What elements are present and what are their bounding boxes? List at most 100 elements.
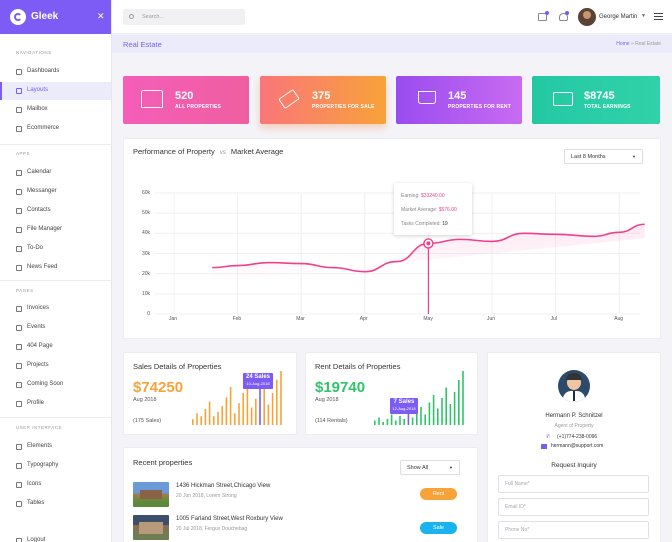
bar[interactable] [428, 402, 431, 426]
bar[interactable] [263, 375, 265, 425]
sidebar-item-events[interactable]: Events [0, 319, 111, 337]
sidebar-item-to-do[interactable]: To-Do [0, 240, 111, 258]
bar[interactable] [271, 392, 274, 425]
menu-icon[interactable] [654, 13, 663, 20]
bar[interactable] [378, 417, 380, 426]
performance-title: Performance of Property vs Market Averag… [133, 147, 283, 156]
sidebar-item-contacts[interactable]: Contacts [0, 202, 111, 220]
chevron-down-icon[interactable]: ▼ [641, 13, 646, 19]
bar[interactable] [407, 413, 410, 425]
bar[interactable] [276, 379, 278, 425]
sidebar-item-news-feed[interactable]: News Feed [0, 259, 111, 277]
agent-phone[interactable]: (+1)774-238-0096 [557, 434, 598, 440]
bar[interactable] [386, 419, 389, 425]
bar[interactable] [208, 401, 211, 425]
sidebar-item-file-manager[interactable]: File Manager [0, 221, 111, 239]
bar[interactable] [458, 380, 460, 425]
agent-email[interactable]: hermann@support.com [551, 443, 604, 449]
bar[interactable] [196, 413, 198, 425]
sidebar-item-elements[interactable]: Elements [0, 438, 111, 456]
bar[interactable] [462, 371, 464, 425]
bar[interactable] [453, 392, 456, 425]
tooltip-tasks: Tasks Completed: 19 [401, 221, 448, 227]
sidebar-item-icons[interactable]: Icons [0, 476, 111, 494]
tools-icon[interactable]: ✕ [97, 11, 105, 21]
bar[interactable] [242, 392, 244, 425]
property-status-badge[interactable]: Sale [420, 522, 457, 534]
stat-card-all-properties[interactable]: 520 ALL PROPERTIES [123, 76, 249, 124]
bar[interactable] [213, 416, 215, 425]
sidebar-item-calendar[interactable]: Calendar [0, 164, 111, 182]
rent-count: (114 Rentals) [315, 418, 348, 424]
sidebar-item-typography[interactable]: Typography [0, 457, 111, 475]
sidebar-item-invoices[interactable]: Invoices [0, 300, 111, 318]
bar[interactable] [441, 398, 443, 425]
bar[interactable] [445, 387, 447, 426]
sidebar-item-projects[interactable]: Projects [0, 357, 111, 375]
bar[interactable] [259, 385, 261, 425]
property-address[interactable]: 1436 Hickman Street,Chicago View [176, 483, 271, 489]
bar[interactable] [200, 416, 202, 425]
bar[interactable] [221, 406, 223, 425]
bar[interactable] [280, 371, 282, 425]
mail-icon[interactable] [538, 13, 547, 21]
bar[interactable] [449, 404, 452, 425]
bar[interactable] [420, 407, 422, 425]
property-address[interactable]: 1005 Farland Street,West Roxbury View [176, 516, 283, 522]
bar[interactable] [204, 408, 207, 425]
range-select[interactable]: Last 8 Months ▼ [564, 149, 643, 164]
bar[interactable] [238, 403, 240, 425]
sidebar-item-profile[interactable]: Profile [0, 395, 111, 413]
sidebar-item-messanger[interactable]: Messanger [0, 183, 111, 201]
stat-card-for-sale[interactable]: 375 PROPERTIES FOR SALE [260, 76, 386, 124]
sidebar-item-dashboards[interactable]: Dashboards [0, 63, 111, 81]
sidebar-item-ecommerce[interactable]: Ecommerce [0, 120, 111, 138]
bar[interactable] [192, 419, 194, 425]
bar[interactable] [225, 397, 228, 425]
search-input[interactable] [123, 9, 245, 25]
stat-card-for-rent[interactable]: 145 PROPERTIES FOR RENT [396, 76, 522, 124]
bar[interactable] [390, 414, 393, 426]
sidebar-item-mailbox[interactable]: Mailbox [0, 101, 111, 119]
bar[interactable] [395, 420, 397, 426]
y-tick-label: 60k [141, 190, 150, 196]
bar[interactable] [382, 422, 384, 425]
rent-badge-sub: 12-Aug-2018 [392, 406, 416, 411]
sales-badge-sub: 10-Aug-2018 [246, 381, 270, 386]
bar[interactable] [374, 420, 376, 426]
bar[interactable] [255, 398, 257, 425]
bell-icon[interactable] [559, 13, 568, 21]
bar[interactable] [424, 414, 426, 426]
bar[interactable] [399, 416, 401, 425]
sidebar-item-layouts[interactable]: Layouts [0, 82, 111, 100]
bar[interactable] [403, 419, 405, 425]
property-image[interactable] [133, 515, 169, 540]
bar[interactable] [416, 411, 418, 426]
stat-label: ALL PROPERTIES [175, 104, 222, 110]
sidebar-item-404-page[interactable]: 404 Page [0, 338, 111, 356]
email-field[interactable] [498, 498, 649, 516]
bar[interactable] [217, 411, 219, 425]
breadcrumb-home[interactable]: Home [616, 41, 630, 47]
avatar[interactable] [578, 8, 596, 26]
stat-card-earnings[interactable]: $8745 TOTAL EARNINGS [532, 76, 660, 124]
bar[interactable] [411, 417, 414, 426]
bar[interactable] [246, 381, 249, 425]
user-name[interactable]: George Martin [599, 14, 638, 20]
property-image[interactable] [133, 482, 169, 507]
page-title: Real Estate [123, 40, 162, 49]
property-status-badge[interactable]: Rent [420, 488, 457, 500]
bar[interactable] [437, 408, 439, 426]
sidebar-item-coming-soon[interactable]: Coming Soon [0, 376, 111, 394]
bar[interactable] [229, 387, 232, 425]
phone-field[interactable] [498, 521, 649, 539]
bar[interactable] [432, 395, 435, 425]
full-name-field[interactable] [498, 475, 649, 493]
recent-filter-select[interactable]: Show All ▼ [400, 460, 460, 475]
sidebar-item-logout[interactable]: Logout [0, 532, 111, 542]
bar[interactable] [267, 404, 270, 425]
bar[interactable] [234, 413, 236, 425]
sidebar-item-tables[interactable]: Tables [0, 495, 111, 513]
logo-bar: Gleek ✕ [0, 0, 111, 34]
bar[interactable] [250, 407, 253, 425]
